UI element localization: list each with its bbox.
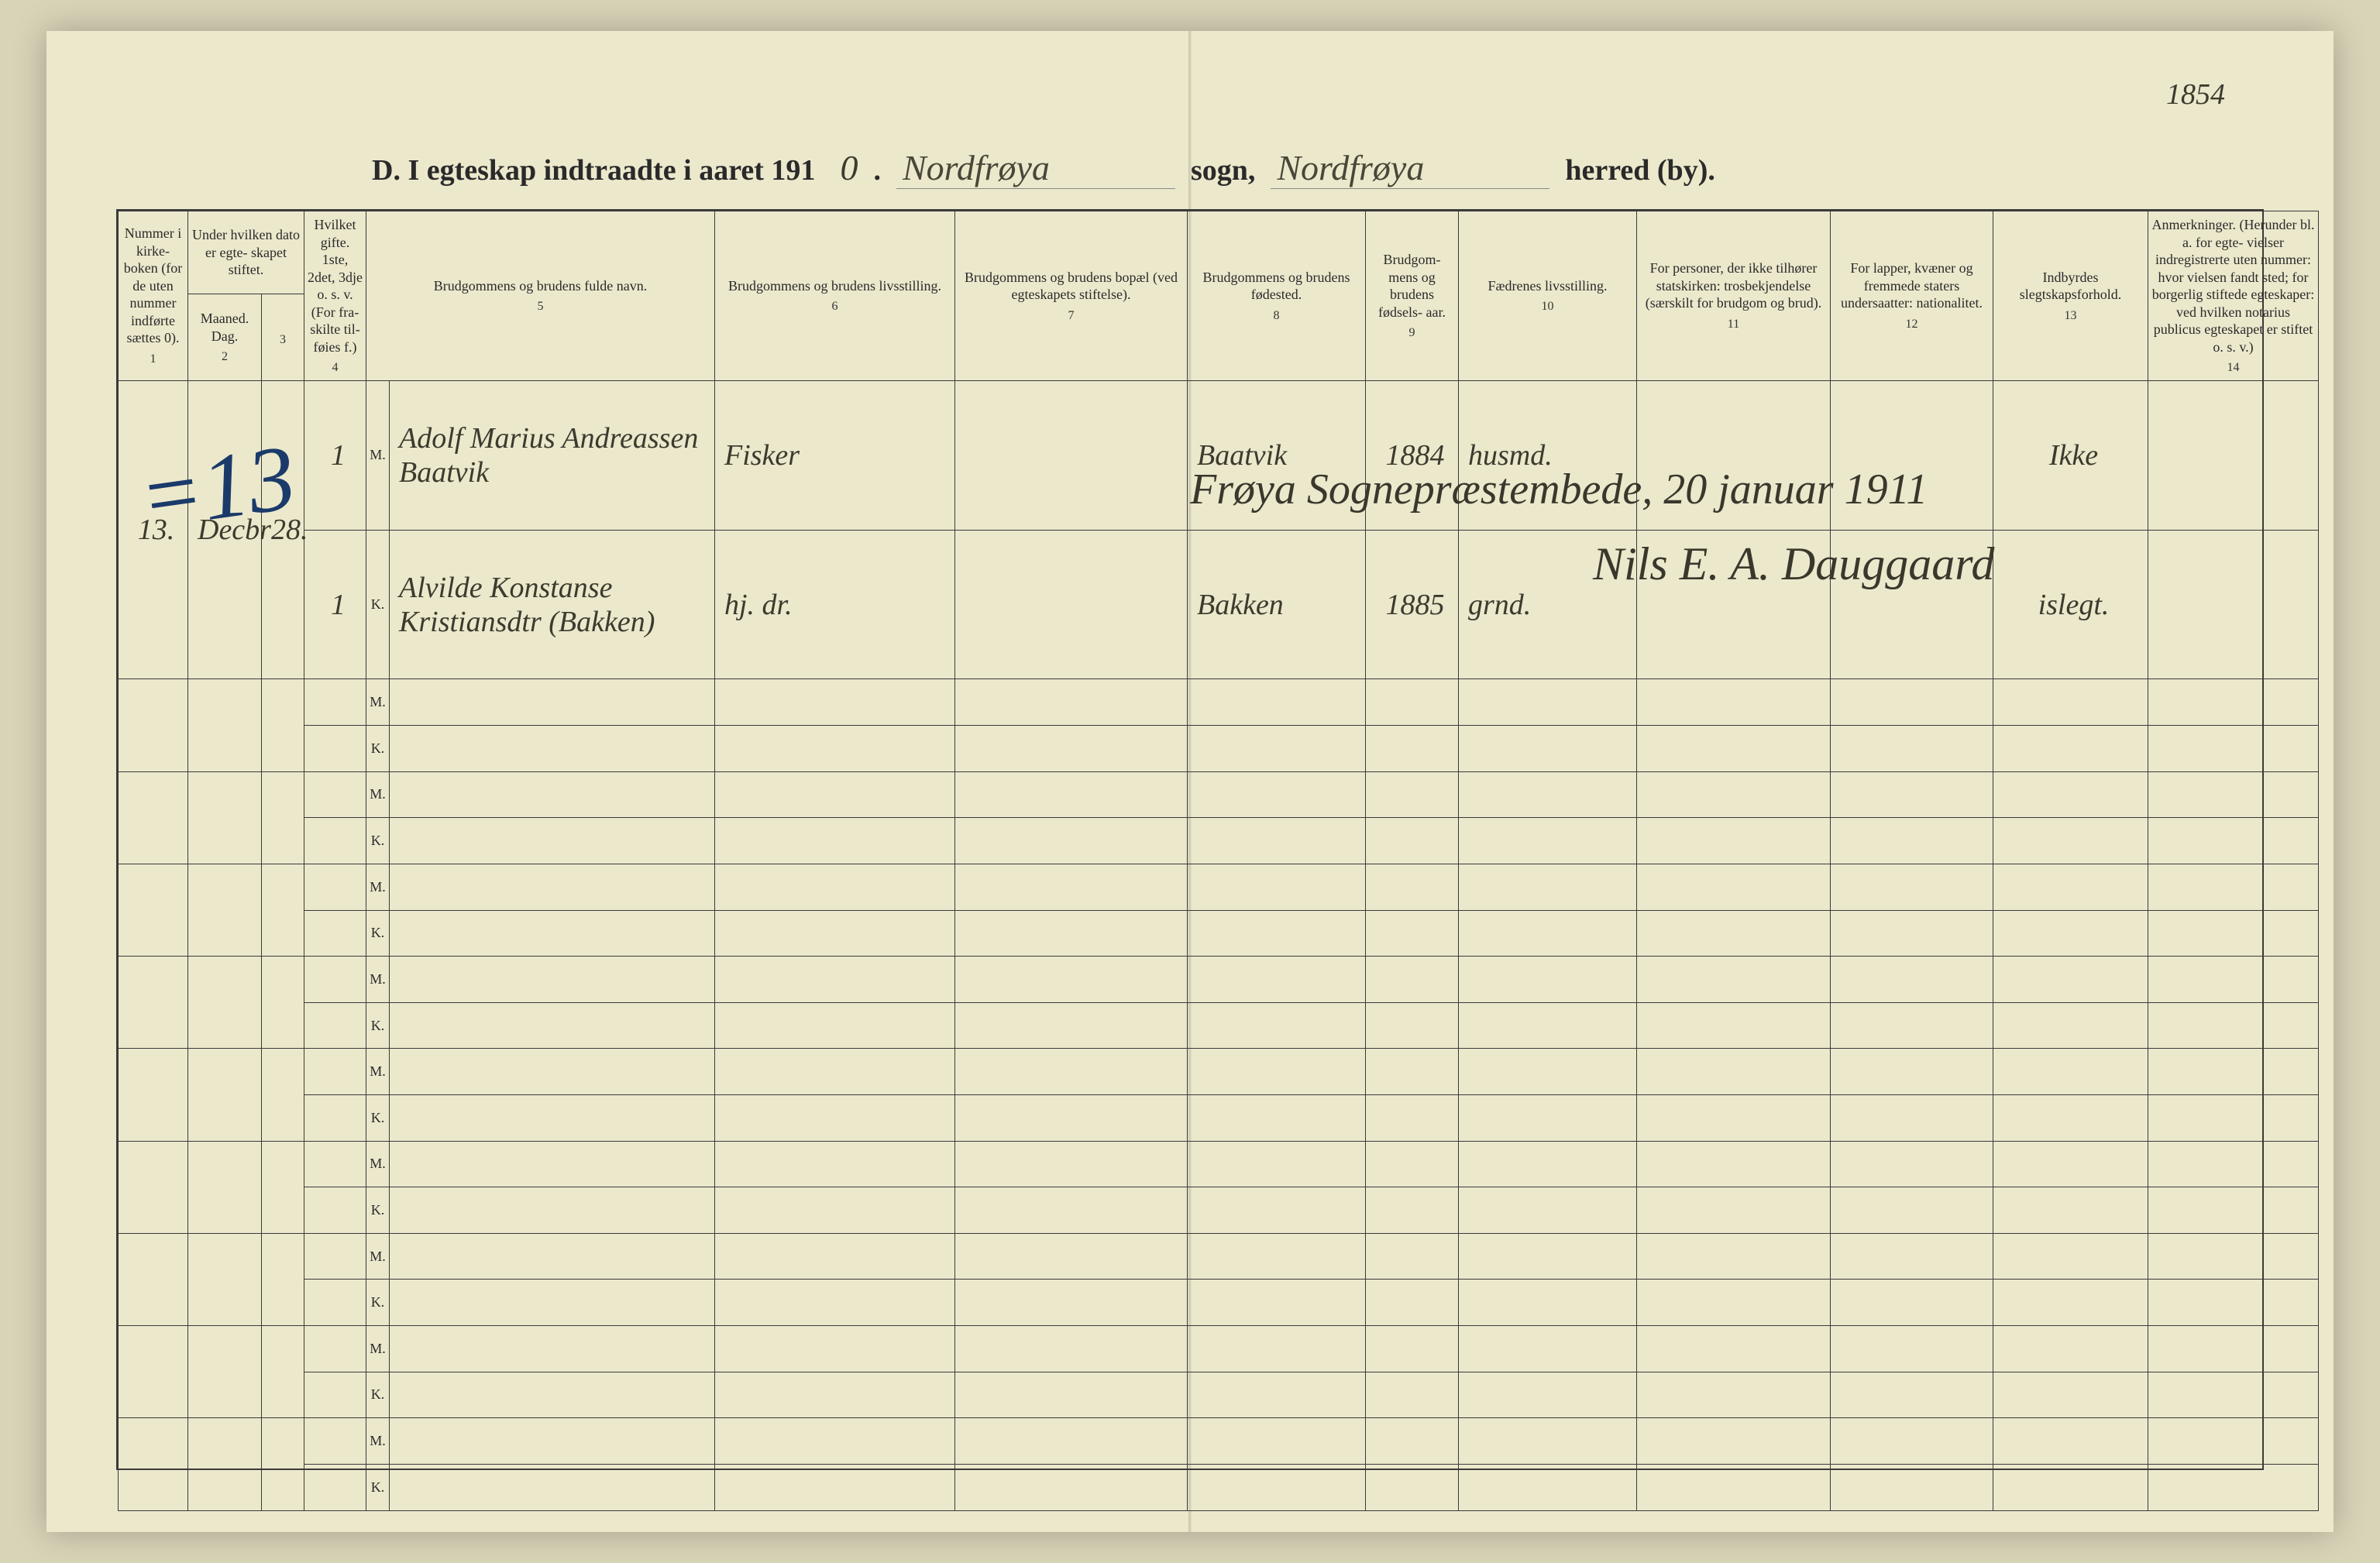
col-header-3: 3 (262, 294, 304, 381)
entry-row-bride: 1 K. Alvilde Konstanse Kristiansdtr (Bak… (119, 530, 2319, 679)
sogn-value: Nordfrøya (896, 147, 1175, 189)
empty-row: K. (119, 1187, 2319, 1234)
mk-k: K. (366, 530, 390, 679)
bride-kinship: islegt. (1993, 530, 2148, 679)
page-number: 1854 (2157, 77, 2225, 112)
groom-father-occ: husmd. (1459, 381, 1637, 531)
col-header-4: Hvilket gifte. 1ste, 2det, 3dje o. s. v.… (304, 211, 366, 381)
herred-value: Nordfrøya (1271, 147, 1549, 189)
col-header-14: Anmerkninger. (Herunder bl. a. for egte-… (2148, 211, 2319, 381)
title-line: D. I egteskap indtraadte i aaret 191 0. N… (372, 147, 2179, 189)
empty-row: K. (119, 1372, 2319, 1418)
entry-month: Decbr (188, 381, 262, 679)
empty-row: K. (119, 1280, 2319, 1326)
entry-number: 13. (119, 381, 188, 679)
empty-row: M. (119, 1233, 2319, 1280)
bride-gifte: 1 (304, 530, 366, 679)
col-header-13: Indbyrdes slegtskapsforhold.13 (1993, 211, 2148, 381)
empty-row: K. (119, 910, 2319, 957)
groom-residence: Baatvik (1188, 381, 1366, 531)
bride-residence: Bakken (1188, 530, 1366, 679)
empty-row: M. (119, 1418, 2319, 1465)
empty-row: K. (119, 1002, 2319, 1049)
groom-gifte: 1 (304, 381, 366, 531)
col-header-1: Nummer i kirke- boken (for de uten numme… (119, 211, 188, 381)
empty-row: M. (119, 771, 2319, 818)
bride-occupation: hj. dr. (715, 530, 955, 679)
empty-row: K. (119, 726, 2319, 772)
empty-row: K. (119, 1094, 2319, 1141)
title-dot: . (873, 153, 881, 187)
groom-birth-year: 1884 (1366, 381, 1459, 531)
empty-row: M. (119, 1326, 2319, 1372)
ledger-page: 1854 D. I egteskap indtraadte i aaret 19… (46, 31, 2334, 1532)
col-header-9: Brudgom- mens og brudens fødsels- aar.9 (1366, 211, 1459, 381)
title-year-suffix: 0 (831, 147, 858, 188)
herred-label: herred (by). (1565, 153, 1715, 187)
empty-row: M. (119, 679, 2319, 726)
table-body: 13. Decbr 28. 1 M. Adolf Marius Andreass… (119, 381, 2319, 1511)
col-header-2-3: Under hvilken dato er egte- skapet stift… (188, 211, 304, 294)
entry-row-groom: 13. Decbr 28. 1 M. Adolf Marius Andreass… (119, 381, 2319, 531)
col-header-7: Brudgommens og brudens bopæl (ved egtesk… (955, 211, 1188, 381)
sogn-label: sogn, (1191, 153, 1255, 187)
empty-row: K. (119, 1464, 2319, 1510)
table-header: Nummer i kirke- boken (for de uten numme… (119, 211, 2319, 381)
groom-occupation: Fisker (715, 381, 955, 531)
bride-name: Alvilde Konstanse Kristiansdtr (Bakken) (390, 530, 715, 679)
col-header-10: Fædrenes livsstilling.10 (1459, 211, 1637, 381)
col-header-11: For personer, der ikke tilhører statskir… (1637, 211, 1831, 381)
bride-birth-year: 1885 (1366, 530, 1459, 679)
ledger-table: Nummer i kirke- boken (for de uten numme… (118, 211, 2319, 1511)
empty-row: K. (119, 818, 2319, 864)
groom-kinship: Ikke (1993, 381, 2148, 531)
mk-m: M. (366, 381, 390, 531)
title-prefix: D. I egteskap indtraadte i aaret 191 (372, 153, 815, 187)
col-header-2: Maaned. Dag.2 (188, 294, 262, 381)
col-header-6: Brudgommens og brudens livsstilling.6 (715, 211, 955, 381)
empty-row: M. (119, 957, 2319, 1003)
bride-father-occ: grnd. (1459, 530, 1637, 679)
groom-name: Adolf Marius Andreassen Baatvik (390, 381, 715, 531)
col-header-5: Brudgommens og brudens fulde navn.5 (366, 211, 715, 381)
col-header-8: Brudgommens og brudens fødested.8 (1188, 211, 1366, 381)
ledger-table-wrapper: Nummer i kirke- boken (for de uten numme… (116, 209, 2264, 1470)
empty-row: M. (119, 1141, 2319, 1187)
empty-row: M. (119, 864, 2319, 910)
col-header-12: For lapper, kvæner og fremmede staters u… (1831, 211, 1993, 381)
empty-row: M. (119, 1049, 2319, 1095)
